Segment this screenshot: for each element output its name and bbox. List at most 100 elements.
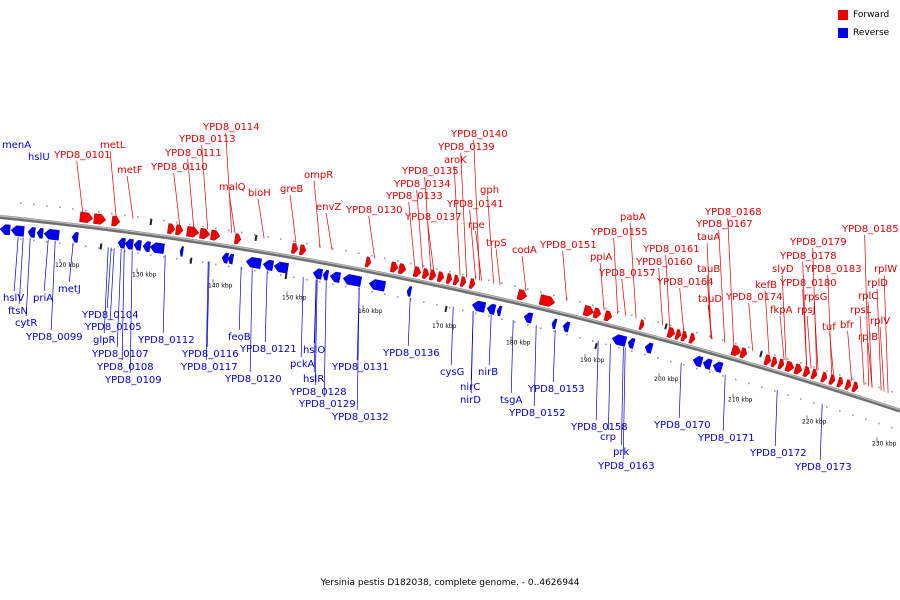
guide-dot — [59, 242, 61, 245]
gene-label: hslV — [3, 293, 24, 304]
guide-dot — [592, 340, 594, 342]
forward-gene-arrow — [603, 310, 613, 322]
guide-dot — [241, 231, 243, 234]
gene-leader-line — [859, 315, 865, 386]
forward-gene-arrow — [421, 268, 430, 279]
gene-label: YPD8_0108 — [96, 362, 154, 373]
gene-label: malQ — [219, 182, 246, 193]
gene-label: YPD8_0117 — [180, 362, 238, 373]
gene-label: YPD8_0183 — [804, 264, 862, 275]
gene-label: YPD8_0107 — [91, 349, 149, 360]
guide-dot — [878, 386, 880, 389]
kbp-tick-label: 190 kbp — [580, 357, 605, 364]
forward-gene-arrow — [79, 211, 94, 223]
guide-dot — [605, 307, 607, 310]
gene-leader-line — [469, 209, 477, 280]
reverse-gene-arrow — [36, 228, 44, 239]
reverse-gene-arrow — [496, 305, 503, 317]
guide-dot — [280, 238, 282, 240]
guide-dot — [488, 315, 490, 318]
guide-dot — [410, 262, 412, 265]
gene-label: YPD8_0139 — [437, 142, 495, 153]
gene-label: YPD8_0155 — [590, 227, 648, 238]
reverse-gene-arrow — [273, 261, 289, 274]
guide-dot — [670, 360, 672, 363]
reverse-swatch — [838, 28, 848, 38]
gene-leader-line — [103, 247, 109, 334]
forward-gene-arrow — [298, 244, 307, 256]
gene-label: bfr — [840, 320, 855, 331]
guide-dot — [514, 285, 516, 287]
guide-dot — [202, 261, 204, 264]
gene-leader-line — [658, 267, 664, 326]
forward-gene-arrow — [412, 266, 422, 278]
forward-gene-arrow — [93, 213, 107, 225]
forward-gene-arrow — [516, 289, 528, 301]
forward-gene-arrow — [175, 224, 184, 236]
kbp-tick-label: 130 kbp — [132, 271, 157, 278]
gene-leader-line — [487, 195, 494, 284]
gene-leader-line — [827, 274, 833, 375]
gene-label: priA — [33, 293, 53, 304]
forward-gene-arrow — [802, 366, 811, 378]
gene-leader-line — [257, 198, 265, 239]
gene-leader-line — [488, 314, 492, 366]
guide-dot — [579, 301, 581, 303]
reverse-guide-line — [20, 238, 893, 429]
forward-gene-arrow — [666, 326, 676, 338]
guide-dot — [423, 265, 425, 267]
forward-gene-arrow — [290, 242, 299, 254]
gene-label: codA — [512, 245, 537, 256]
guide-dot — [436, 304, 438, 306]
guide-dot — [293, 240, 295, 243]
gene-leader-line — [533, 325, 537, 407]
guide-dot — [501, 282, 503, 284]
guide-dot — [358, 288, 360, 290]
gene-leader-line — [76, 160, 84, 213]
guide-dot — [553, 330, 555, 333]
reverse-gene-arrow — [342, 274, 363, 287]
gene-leader-line — [205, 261, 209, 361]
gene-label: YPD8_0105 — [84, 322, 142, 333]
reverse-gene-arrow — [133, 240, 142, 251]
legend-reverse: Reverse — [838, 27, 889, 39]
guide-dot — [176, 257, 178, 260]
forward-gene-arrow — [199, 227, 211, 240]
guide-dot — [852, 414, 854, 416]
gene-label: metL — [100, 140, 126, 151]
reverse-gene-arrow — [712, 361, 724, 373]
gene-label: tauD — [698, 294, 722, 305]
gene-label: YPD8_0111 — [164, 148, 222, 159]
guide-dot — [46, 241, 48, 243]
gene-label: YPD8_0121 — [239, 344, 297, 355]
gene-leader-line — [460, 152, 468, 278]
legend: Forward Reverse — [838, 9, 889, 45]
gene-label: YPD8_0112 — [137, 335, 195, 346]
kbp-tick-label: 210 kbp — [728, 397, 753, 404]
forward-gene-arrow — [397, 263, 407, 275]
gene-label: YPD8_0179 — [789, 237, 847, 248]
guide-dot — [33, 239, 35, 242]
gene-label: YPD8_0172 — [749, 448, 807, 459]
gene-leader-line — [779, 315, 785, 361]
guide-dot — [189, 259, 191, 262]
reverse-gene-arrow — [471, 300, 487, 313]
reverse-gene-arrow — [702, 358, 713, 370]
guide-dot — [267, 272, 269, 274]
gene-leader-line — [608, 343, 611, 431]
forward-gene-arrow — [210, 229, 221, 241]
gene-label: nirC — [460, 382, 480, 393]
gene-label: glpR — [93, 335, 115, 346]
guide-dot — [813, 402, 815, 404]
guide-dot — [124, 214, 126, 217]
guide-dot — [683, 364, 685, 366]
guide-dot — [501, 318, 503, 320]
gene-label: YPD8_0161 — [642, 244, 700, 255]
reverse-gene-arrow — [312, 268, 324, 280]
gene-leader-line — [450, 306, 454, 366]
guide-dot — [865, 382, 867, 385]
gene-leader-line — [521, 255, 527, 292]
gene-leader-line — [289, 194, 297, 244]
guide-dot — [722, 339, 724, 341]
guide-dot — [20, 238, 22, 240]
